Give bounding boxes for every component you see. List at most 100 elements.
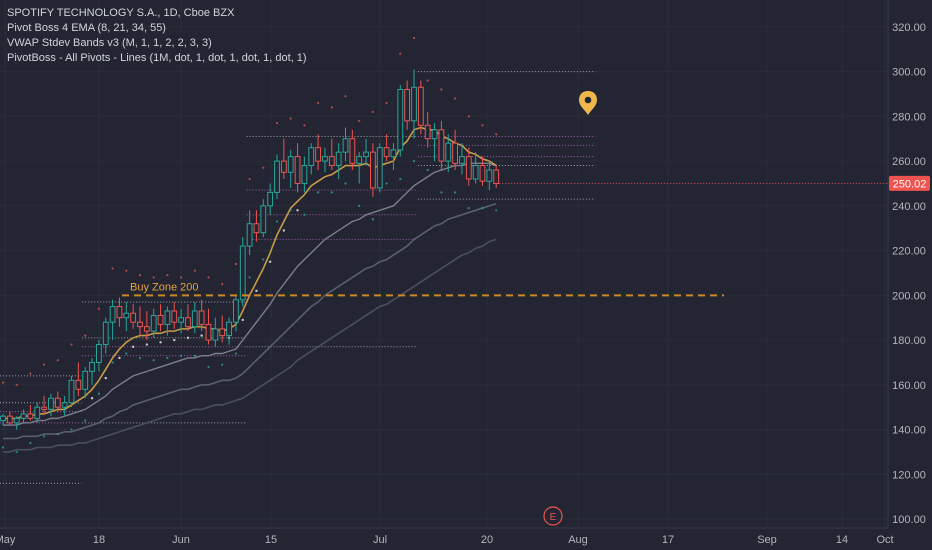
candle-body[interactable] [82, 370, 89, 390]
candle-body[interactable] [226, 321, 232, 337]
candle-body[interactable] [274, 160, 280, 193]
symbol-title[interactable]: SPOTIFY TECHNOLOGY S.A., 1D, Cboe BZX [7, 7, 235, 19]
candle-body[interactable] [315, 147, 322, 162]
candle-body[interactable] [185, 317, 191, 328]
candle-body[interactable] [253, 223, 260, 234]
time-tick-label: 14 [836, 534, 848, 546]
candle-body[interactable] [459, 156, 465, 164]
candle-body[interactable] [157, 314, 164, 325]
candle-body[interactable] [48, 397, 54, 410]
candle-body[interactable] [0, 415, 6, 422]
price-tick-label: 160.00 [892, 380, 926, 392]
lower-band-dot [358, 204, 361, 207]
candle-body[interactable] [27, 413, 34, 419]
candle-body[interactable] [370, 151, 376, 189]
candle-body[interactable] [308, 147, 315, 167]
candle-body[interactable] [198, 310, 205, 325]
indicator-pivots-label[interactable]: PivotBoss - All Pivots - Lines (1M, dot,… [7, 52, 307, 64]
lower-band-dot [29, 441, 32, 445]
earnings-marker[interactable]: E [543, 506, 563, 526]
upper-band-dot [412, 36, 416, 40]
candle-body[interactable] [356, 156, 363, 164]
candle-body[interactable] [143, 326, 150, 332]
candle-body[interactable] [171, 310, 178, 323]
candle-body[interactable] [472, 165, 479, 180]
candle-body[interactable] [328, 156, 335, 167]
candle-body[interactable] [349, 138, 356, 164]
candle-body[interactable] [280, 160, 287, 173]
indicator-ema-label[interactable]: Pivot Boss 4 EMA (8, 21, 34, 55) [7, 22, 166, 34]
candle-body[interactable] [61, 402, 68, 408]
candle-body[interactable] [322, 156, 328, 162]
candle-body[interactable] [130, 312, 137, 323]
candle-body[interactable] [219, 328, 226, 337]
upper-band-dot [221, 283, 224, 286]
candle-body[interactable] [246, 223, 253, 247]
candle-body[interactable] [191, 310, 198, 328]
candle-body[interactable] [6, 415, 13, 424]
price-axis[interactable]: 100.00 120.00 140.00 160.00 180.00 200.00 220.… [892, 22, 926, 526]
lower-band-dot [1, 446, 5, 449]
candle-body[interactable] [424, 124, 431, 140]
candle-body[interactable] [178, 317, 184, 323]
lower-band-dot [467, 206, 470, 210]
time-tick-label: 17 [662, 534, 674, 546]
candle-body[interactable] [383, 147, 390, 158]
earnings-marker-label: E [550, 512, 557, 523]
candle-body[interactable] [411, 86, 417, 122]
candle-body[interactable] [137, 321, 143, 328]
candle-body[interactable] [164, 310, 171, 325]
candle-body[interactable] [212, 328, 219, 341]
vwap-dot [90, 397, 94, 400]
candle-body[interactable] [13, 417, 20, 424]
candle-body[interactable] [89, 361, 95, 372]
location-marker-icon[interactable] [579, 91, 597, 115]
candle-body[interactable] [239, 245, 246, 301]
candle-body[interactable] [96, 344, 102, 363]
candle-body[interactable] [123, 312, 130, 319]
candle-body[interactable] [150, 314, 157, 332]
candle-body[interactable] [287, 156, 294, 173]
lower-band-dot [84, 419, 87, 422]
indicator-vwap-label[interactable]: VWAP Stdev Bands v3 (M, 1, 1, 2, 2, 3, 3… [7, 37, 212, 49]
candle-body[interactable] [205, 323, 212, 341]
candle-body[interactable] [404, 88, 411, 122]
candle-body[interactable] [109, 306, 116, 323]
candles[interactable] [0, 69, 500, 430]
candle-body[interactable] [233, 299, 239, 323]
candle-body[interactable] [267, 191, 274, 207]
candle-body[interactable] [376, 147, 383, 189]
candle-body[interactable] [486, 169, 493, 182]
candle-body[interactable] [301, 165, 308, 184]
price-tick-label: 280.00 [892, 111, 926, 123]
candle-body[interactable] [75, 379, 82, 390]
candle-body[interactable] [54, 397, 61, 408]
candle-body[interactable] [342, 138, 349, 153]
candle-body[interactable] [452, 142, 459, 164]
candle-body[interactable] [493, 169, 500, 184]
upper-band-dot [56, 359, 59, 362]
candle-body[interactable] [20, 413, 27, 419]
candle-body[interactable] [438, 129, 445, 162]
candle-body[interactable] [260, 205, 267, 234]
candle-body[interactable] [102, 321, 109, 346]
candle-body[interactable] [465, 156, 472, 180]
time-axis[interactable]: May 18 Jun 15 Jul 20 Aug 17 Sep 14 Oct [0, 534, 894, 546]
candle-body[interactable] [294, 156, 301, 184]
candle-body[interactable] [431, 129, 438, 140]
candle-body[interactable] [390, 149, 397, 158]
candle-body[interactable] [445, 142, 452, 162]
lower-band-dot [454, 191, 457, 194]
candle-body[interactable] [116, 306, 123, 319]
candle-body[interactable] [68, 379, 75, 404]
time-tick-label: Sep [757, 534, 777, 546]
candle-body[interactable] [34, 406, 41, 419]
candle-body[interactable] [479, 165, 486, 182]
candle-body[interactable] [397, 88, 404, 151]
candle-body[interactable] [363, 151, 369, 158]
upper-band-dot [289, 117, 292, 120]
candle-body[interactable] [335, 151, 342, 167]
candle-body[interactable] [41, 406, 48, 410]
candle-body[interactable] [417, 86, 424, 126]
